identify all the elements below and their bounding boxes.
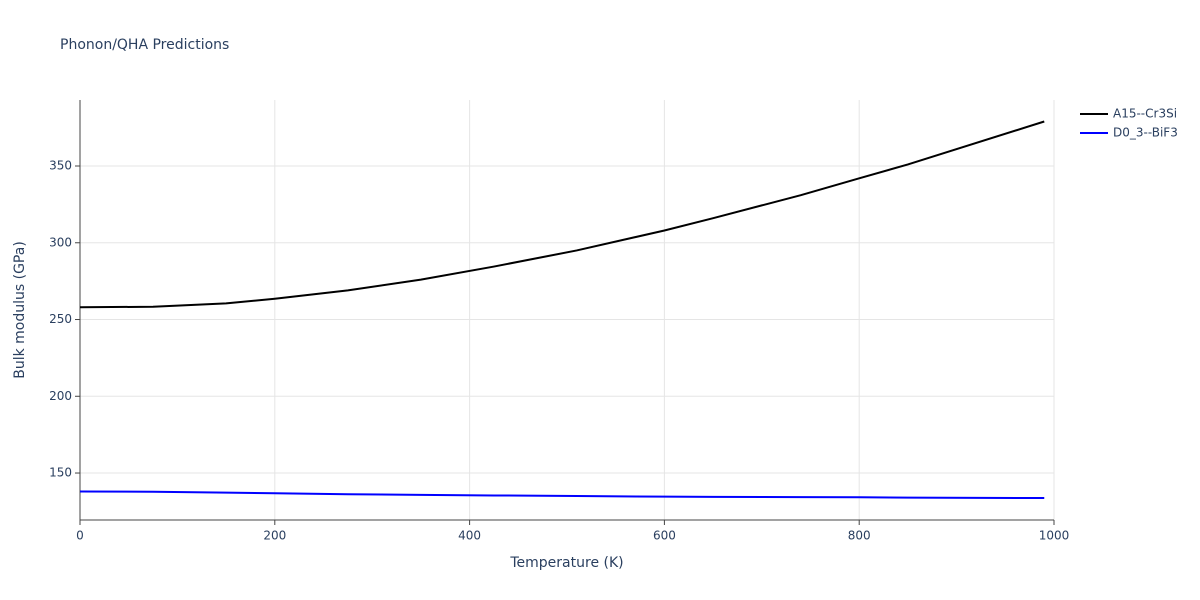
line-series	[79, 490, 1045, 500]
y-tick-label: 250	[49, 312, 72, 326]
y-tick-label: 350	[49, 159, 72, 173]
y-axis-label: Bulk modulus (GPa)	[12, 241, 28, 379]
x-tick-label: 0	[76, 529, 84, 543]
line-series	[79, 120, 1045, 309]
x-tick-label: 1000	[1039, 529, 1070, 543]
legend-label: A15--Cr3Si	[1113, 107, 1177, 121]
x-tick-label: 600	[653, 529, 676, 543]
x-tick-label: 800	[848, 529, 871, 543]
x-tick-label: 200	[263, 529, 286, 543]
y-tick-label: 300	[49, 235, 72, 249]
y-tick-label: 200	[49, 389, 72, 403]
chart-title: Phonon/QHA Predictions	[60, 37, 229, 53]
legend-label: D0_3--BiF3	[1113, 126, 1178, 140]
x-axis-label: Temperature (K)	[509, 555, 623, 571]
x-tick-label: 400	[458, 529, 481, 543]
y-tick-label: 150	[49, 466, 72, 480]
